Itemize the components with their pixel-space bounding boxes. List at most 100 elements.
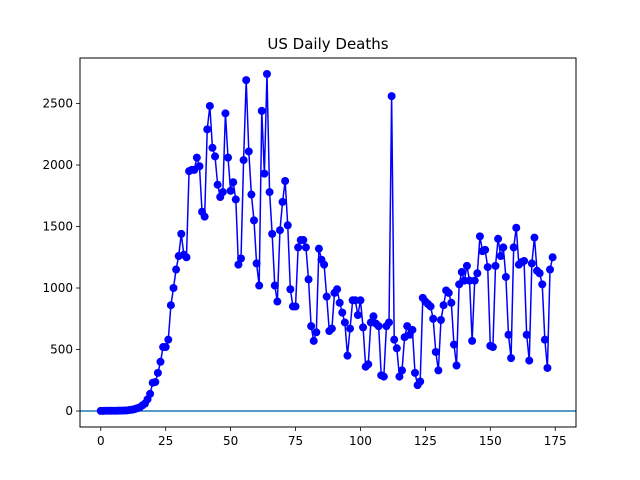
- data-point: [268, 229, 277, 238]
- data-point: [530, 233, 539, 242]
- data-point: [146, 389, 155, 398]
- data-point: [390, 335, 399, 344]
- x-tick-label: 100: [349, 434, 372, 448]
- x-tick-label: 0: [97, 434, 105, 448]
- data-point: [356, 296, 365, 305]
- data-point: [257, 106, 266, 115]
- data-point: [322, 292, 331, 301]
- data-point: [364, 360, 373, 369]
- data-point: [161, 343, 170, 352]
- data-point: [410, 368, 419, 377]
- data-point: [247, 190, 256, 199]
- data-point: [286, 285, 295, 294]
- data-point: [507, 354, 516, 363]
- data-point: [221, 109, 230, 118]
- data-point: [218, 188, 227, 197]
- x-tick-label: 125: [414, 434, 437, 448]
- data-point: [462, 261, 471, 270]
- data-point: [540, 335, 549, 344]
- data-point: [278, 197, 287, 206]
- axes-frame: [79, 57, 577, 428]
- data-point: [327, 324, 336, 333]
- data-point: [200, 212, 209, 221]
- data-point: [431, 347, 440, 356]
- data-point: [525, 356, 534, 365]
- data-point: [205, 101, 214, 110]
- data-point: [501, 272, 510, 281]
- plot-area: [80, 69, 576, 415]
- data-point: [398, 366, 407, 375]
- data-point: [224, 153, 233, 162]
- data-point: [543, 363, 552, 372]
- data-point: [338, 308, 347, 317]
- data-point: [307, 322, 316, 331]
- data-point: [275, 226, 284, 235]
- data-point: [374, 322, 383, 331]
- x-tick-label: 25: [158, 434, 173, 448]
- data-point: [470, 276, 479, 285]
- data-point: [291, 302, 300, 311]
- x-tick-label: 75: [288, 434, 303, 448]
- data-point: [447, 298, 456, 307]
- data-point: [229, 178, 238, 187]
- data-point: [346, 324, 355, 333]
- data-point: [304, 275, 313, 284]
- series-line: [100, 73, 554, 412]
- y-axis: 0 500 1000 1500 2000 2500: [42, 97, 80, 418]
- data-point: [151, 378, 160, 387]
- data-point: [475, 232, 484, 241]
- data-point: [439, 301, 448, 310]
- y-tick-label: 2500: [42, 97, 73, 111]
- x-tick-label: 150: [479, 434, 502, 448]
- data-point: [203, 125, 212, 134]
- data-point: [444, 288, 453, 297]
- data-point: [182, 253, 191, 262]
- data-point: [353, 311, 362, 320]
- data-point: [192, 153, 201, 162]
- data-point: [385, 318, 394, 327]
- data-point: [520, 256, 529, 265]
- data-point: [309, 336, 318, 345]
- data-point: [299, 236, 308, 245]
- data-point: [314, 244, 323, 253]
- data-point: [333, 285, 342, 294]
- data-point: [226, 186, 235, 195]
- data-point: [481, 245, 490, 254]
- data-point: [499, 243, 508, 252]
- data-point: [239, 156, 248, 165]
- data-point: [387, 92, 396, 101]
- data-point: [468, 336, 477, 345]
- data-point: [509, 243, 518, 252]
- data-point: [169, 284, 178, 293]
- data-point: [231, 195, 240, 204]
- data-point: [429, 314, 438, 323]
- data-point: [281, 177, 290, 185]
- data-point: [255, 281, 264, 290]
- y-tick-label: 500: [50, 343, 73, 357]
- data-point: [195, 162, 204, 171]
- data-point: [166, 301, 175, 310]
- data-point: [177, 229, 186, 238]
- data-point: [379, 372, 388, 381]
- data-point: [504, 330, 513, 339]
- data-point: [312, 328, 321, 337]
- data-point: [548, 253, 557, 262]
- data-point: [527, 259, 536, 268]
- y-tick-label: 1500: [42, 220, 73, 234]
- data-point: [434, 366, 443, 375]
- data-point: [395, 372, 404, 381]
- data-point: [283, 221, 292, 230]
- data-point: [457, 268, 466, 277]
- data-point: [538, 280, 547, 289]
- data-point: [244, 147, 253, 156]
- data-point: [320, 260, 329, 269]
- data-point: [340, 318, 349, 327]
- data-point: [273, 297, 282, 306]
- data-point: [452, 361, 461, 370]
- data-point: [172, 265, 181, 274]
- data-point: [262, 69, 271, 78]
- data-point: [546, 265, 555, 274]
- x-axis: 0 25 50 75 100 125 150 175: [97, 427, 567, 448]
- data-point: [234, 260, 243, 269]
